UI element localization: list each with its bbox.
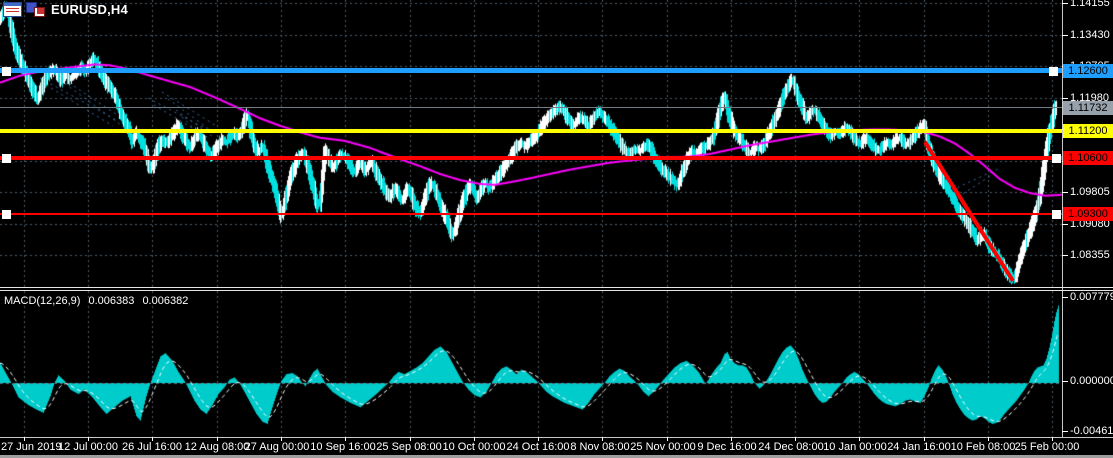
time-label: 27 Jun 2019 xyxy=(1,441,62,453)
spreadsheet-icon-rows xyxy=(6,8,19,14)
time-label: 10 Sep 16:00 xyxy=(310,441,376,453)
price-tag-current-bid: 1.11732 xyxy=(1063,101,1113,115)
resistance-line-1-12600[interactable] xyxy=(0,68,1062,73)
price-tick-dash xyxy=(1062,192,1068,193)
price-tag-blue-line: 1.12600 xyxy=(1063,64,1113,78)
indicator-name: MACD(12,26,9) xyxy=(4,295,81,307)
time-tick xyxy=(410,437,411,441)
time-tick xyxy=(281,437,282,441)
down-trendline[interactable] xyxy=(923,140,1015,283)
time-tick xyxy=(152,437,153,441)
price-tick-label: 1.13430 xyxy=(1070,29,1110,41)
price-tick-dash xyxy=(1062,255,1068,256)
pivot-line-1-11200[interactable] xyxy=(0,129,1062,133)
floppy-disk-icon[interactable] xyxy=(26,2,45,17)
price-tick-label: 1.08355 xyxy=(1070,249,1110,261)
time-tick xyxy=(538,437,539,441)
time-tick xyxy=(345,437,346,441)
support-line-1-10600-handle[interactable] xyxy=(1052,154,1061,163)
macd-tick-dash xyxy=(1062,297,1068,298)
time-label: 9 Dec 16:00 xyxy=(697,441,757,453)
price-axis-border xyxy=(1062,0,1063,437)
time-tick xyxy=(88,437,89,441)
resistance-line-1-12600-handle[interactable] xyxy=(1049,67,1058,76)
time-label: 12 Aug 08:00 xyxy=(184,441,250,453)
panel-divider[interactable] xyxy=(0,287,1113,288)
price-tick-label: 1.09805 xyxy=(1070,186,1110,198)
spreadsheet-icon-header xyxy=(4,3,21,6)
time-tick xyxy=(667,437,668,441)
indicator-main-value: 0.006383 xyxy=(88,295,135,307)
time-tick xyxy=(731,437,732,441)
time-tick xyxy=(988,437,989,441)
time-tick xyxy=(474,437,475,441)
price-tick-dash xyxy=(1062,224,1068,225)
time-label: 10 Jan 00:00 xyxy=(823,441,887,453)
price-tick-dash xyxy=(1062,35,1068,36)
macd-tick-label: 0.007779 xyxy=(1070,291,1113,303)
support-line-1-10600-handle[interactable] xyxy=(2,154,11,163)
time-label: 26 Jul 16:00 xyxy=(122,441,182,453)
support-line-1-10600[interactable] xyxy=(0,156,1062,160)
price-tick-dash xyxy=(1062,3,1068,4)
macd-tick-label: -0.004619 xyxy=(1070,425,1113,437)
spreadsheet-icon[interactable] xyxy=(3,2,22,17)
support-line-1-09300-handle[interactable] xyxy=(1052,210,1061,219)
support-line-1-09300-handle[interactable] xyxy=(2,210,11,219)
indicator-signal-value: 0.006382 xyxy=(142,295,189,307)
panel-divider-lower[interactable] xyxy=(0,290,1113,291)
time-label: 24 Oct 16:00 xyxy=(506,441,570,453)
time-label: 25 Feb 00:00 xyxy=(1014,441,1080,453)
time-label: 10 Feb 08:00 xyxy=(950,441,1016,453)
time-tick xyxy=(859,437,860,441)
price-tag-red-line: 1.10600 xyxy=(1063,151,1113,165)
macd-tick-label: 0.000000 xyxy=(1070,375,1113,387)
time-label: 24 Dec 08:00 xyxy=(758,441,824,453)
macd-tick-dash xyxy=(1062,381,1068,382)
time-label: 27 Aug 00:00 xyxy=(244,441,310,453)
window-bottom-edge xyxy=(0,455,1113,458)
indicator-label: MACD(12,26,9) 0.006383 0.006382 xyxy=(4,295,193,307)
chart-title: EURUSD,H4 xyxy=(51,2,128,17)
time-tick xyxy=(924,437,925,441)
title-bar: EURUSD,H4 xyxy=(3,2,128,17)
time-tick xyxy=(795,437,796,441)
time-label: 24 Jan 16:00 xyxy=(887,441,951,453)
time-tick xyxy=(217,437,218,441)
support-line-1-09300[interactable] xyxy=(0,213,1062,215)
time-axis-border xyxy=(0,437,1113,438)
time-label: 25 Sep 08:00 xyxy=(376,441,442,453)
time-label: 12 Jul 00:00 xyxy=(58,441,118,453)
trendline-layer xyxy=(923,140,1015,283)
time-tick xyxy=(1052,437,1053,441)
resistance-line-1-12600-handle[interactable] xyxy=(2,67,11,76)
time-tick xyxy=(602,437,603,441)
price-tick-label: 1.09080 xyxy=(1070,218,1110,230)
floppy-disk-icon-front xyxy=(34,7,45,17)
time-tick xyxy=(24,437,25,441)
time-label: 8 Nov 08:00 xyxy=(570,441,630,453)
price-tick-dash xyxy=(1062,98,1068,99)
price-tick-label: 1.14155 xyxy=(1070,0,1110,9)
current-bid-line xyxy=(0,107,1062,108)
macd-tick-dash xyxy=(1062,431,1068,432)
time-label: 10 Oct 00:00 xyxy=(442,441,506,453)
time-label: 25 Nov 00:00 xyxy=(630,441,696,453)
price-tag-yellow-line: 1.11200 xyxy=(1063,124,1113,138)
price-tag-thin-red-line: 1.09300 xyxy=(1063,207,1113,221)
